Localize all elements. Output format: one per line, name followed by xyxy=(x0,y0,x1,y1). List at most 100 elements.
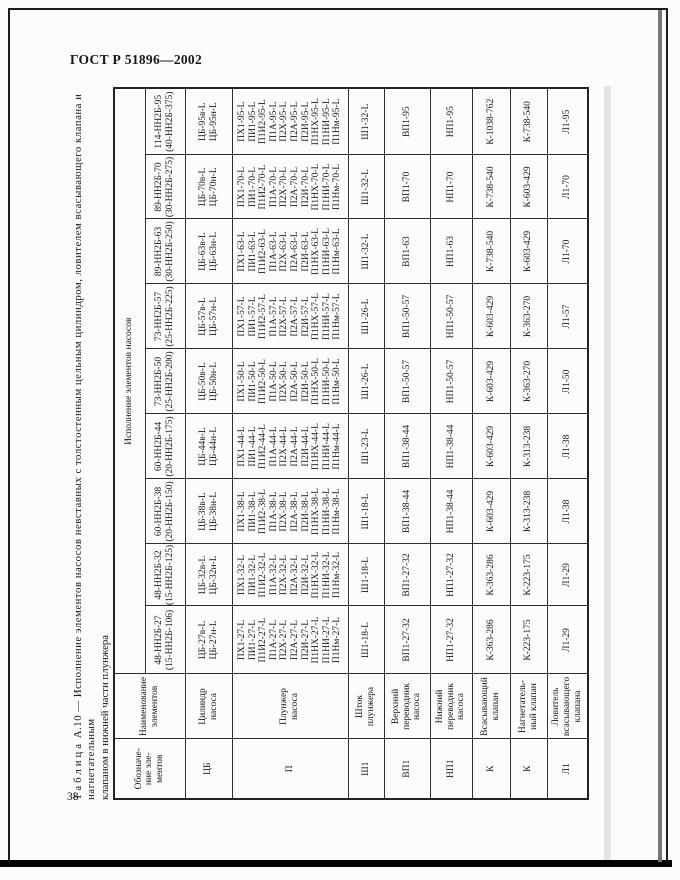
value-cell: НП1-95 xyxy=(430,87,472,155)
value-cell: ПХ1-44-L ПИ1-44-L П1И2-44-L П1А-44-L П2Х… xyxy=(232,414,348,479)
value-cell: К-603-429 xyxy=(510,219,547,284)
row-name: Шток плунжера xyxy=(348,674,384,739)
value-cell: ЦБ-70в-L ЦБ-70н-L xyxy=(185,155,232,219)
row-name: Нижний переводник насоса xyxy=(430,674,472,739)
value-cell: Л1-95 xyxy=(547,87,588,155)
value-cell: ПХ1-57-L ПИ1-57-L П1И2-57-L П1А-57-L П2Х… xyxy=(232,284,348,349)
table-row: П Плунжер насоса ПХ1-27-L ПИ1-27-L П1И2-… xyxy=(232,87,348,799)
table-row: Ш1 Шток плунжера Ш1-18-L Ш1-18-L Ш1-18-L… xyxy=(348,87,384,799)
row-name: Верхний переводник насоса xyxy=(384,674,430,739)
designation-column-header: Обозначе- ние эле- ментов xyxy=(114,739,185,799)
value-cell: ЦБ-32в-L ЦБ-32н-L xyxy=(185,544,232,606)
value-cell: ЦБ-44в-L ЦБ-44н-L xyxy=(185,414,232,479)
value-cell: К-603-429 xyxy=(472,284,510,349)
row-name: Цилиндр насоса xyxy=(185,674,232,739)
model-header: 89-НН2Б-70 (30-НН2Б-275) xyxy=(145,155,185,219)
model-header: 48-НН2Б-27 (15-НН2Б-106) xyxy=(145,606,185,674)
row-name: Плунжер насоса xyxy=(232,674,348,739)
table-row: НП1 Нижний переводник насоса НП1-27-32 Н… xyxy=(430,87,472,799)
name-column-header: Наименование элементов xyxy=(114,674,185,739)
value-cell: ВП1-27-32 xyxy=(384,606,430,674)
value-cell: НП1-50-57 xyxy=(430,284,472,349)
row-name: Ловитель всасывающего клапана xyxy=(547,674,588,739)
value-cell: ЦБ-38в-L ЦБ-38н-L xyxy=(185,479,232,544)
value-cell: ВП1-50-57 xyxy=(384,284,430,349)
value-cell: К-363-270 xyxy=(510,284,547,349)
value-cell: ЦБ-95в-L ЦБ-95н-L xyxy=(185,87,232,155)
value-cell: НП1-27-32 xyxy=(430,544,472,606)
value-cell: Л1-57 xyxy=(547,284,588,349)
value-cell: ПХ1-38-L ПИ1-38-L П1И2-38-L П1А-38-L П2Х… xyxy=(232,479,348,544)
value-cell: К-738-540 xyxy=(472,219,510,284)
value-cell: ПХ1-70-L ПИ1-70-L П1И2-70-L П1А-70-L П2Х… xyxy=(232,155,348,219)
value-cell: ПХ1-27-L ПИ1-27-L П1И2-27-L П1А-27-L П2Х… xyxy=(232,606,348,674)
model-header: 60-НН2Б-44 (20-НН2Б-175) xyxy=(145,414,185,479)
value-cell: К-363-270 xyxy=(510,349,547,414)
value-cell: ВП1-63 xyxy=(384,219,430,284)
value-cell: ЦБ-63в-L ЦБ-63н-L xyxy=(185,219,232,284)
page-frame-right-edge xyxy=(658,10,662,862)
value-cell: К-313-238 xyxy=(510,479,547,544)
value-cell: К-738-540 xyxy=(472,155,510,219)
value-cell: Л1-70 xyxy=(547,155,588,219)
model-header: 48-НН2Б-32 (15-НН2Б-125) xyxy=(145,544,185,606)
row-code: П xyxy=(232,739,348,799)
value-cell: ЦБ-50в-L ЦБ-50н-L xyxy=(185,349,232,414)
value-cell: ВП1-38-44 xyxy=(384,414,430,479)
rotated-table-block: Таблица А.10 — Исполнение элементов насо… xyxy=(72,86,589,800)
value-cell: Ш1-26-L xyxy=(348,349,384,414)
model-header: 60-НН2Б-38 (20-НН2Б-150) xyxy=(145,479,185,544)
value-cell: К-1038-762 xyxy=(472,87,510,155)
value-cell: Ш1-18-L xyxy=(348,479,384,544)
value-cell: ВП1-38-44 xyxy=(384,479,430,544)
table-row: ЦБ Цилиндр насоса ЦБ-27в-L ЦБ-27н-L ЦБ-3… xyxy=(185,87,232,799)
value-cell: Л1-70 xyxy=(547,219,588,284)
table-row: К Всасывающий клапан К-363-286 К-363-286… xyxy=(472,87,510,799)
value-cell: ВП1-27-32 xyxy=(384,544,430,606)
value-cell: К-363-286 xyxy=(472,606,510,674)
table-title-word: Таблица xyxy=(72,740,84,800)
value-cell: ВП1-50-57 xyxy=(384,349,430,414)
value-cell: НП1-27-32 xyxy=(430,606,472,674)
value-cell: Л1-29 xyxy=(547,606,588,674)
table-title: Таблица А.10 — Исполнение элементов насо… xyxy=(72,88,98,800)
value-cell: НП1-38-44 xyxy=(430,414,472,479)
value-cell: К-738-540 xyxy=(510,87,547,155)
model-header: 89-НН2Б-63 (30-НН2Б-250) xyxy=(145,219,185,284)
value-cell: ЦБ-57в-L ЦБ-57н-L xyxy=(185,284,232,349)
table-title-line2: клапаном в нижней части плунжера xyxy=(99,634,111,800)
value-cell: К-603-429 xyxy=(472,414,510,479)
row-name: Всасывающий клапан xyxy=(472,674,510,739)
scan-artifact-streak xyxy=(604,86,611,860)
row-code: ЦБ xyxy=(185,739,232,799)
execution-spanning-header: Исполнение элементов насосов xyxy=(114,87,145,674)
value-cell: ПХ1-63-L ПИ1-63-L П1И2-63-L П1А-63-L П2Х… xyxy=(232,219,348,284)
value-cell: Ш1-32-L xyxy=(348,219,384,284)
value-cell: Л1-38 xyxy=(547,414,588,479)
value-cell: К-223-175 xyxy=(510,606,547,674)
value-cell: К-313-238 xyxy=(510,414,547,479)
value-cell: НП1-38-44 xyxy=(430,479,472,544)
value-cell: ПХ1-95-L ПИ1-95-L П1И2-95-L П1А-95-L П2Х… xyxy=(232,87,348,155)
page-number: 38 xyxy=(67,791,79,803)
value-cell: НП1-50-57 xyxy=(430,349,472,414)
value-cell: Л1-38 xyxy=(547,479,588,544)
row-code: ВП1 xyxy=(384,739,430,799)
table-row: К Нагнетатель- ный клапан К-223-175 К-22… xyxy=(510,87,547,799)
value-cell: ВП1-95 xyxy=(384,87,430,155)
value-cell: Ш1-18-L xyxy=(348,544,384,606)
value-cell: Ш1-32-L xyxy=(348,87,384,155)
model-header: 73-НН2Б-50 (25-НН2Б-200) xyxy=(145,349,185,414)
value-cell: К-363-286 xyxy=(472,544,510,606)
value-cell: ПХ1-50-L ПИ1-50-L П1И2-50-L П1А-50-L П2Х… xyxy=(232,349,348,414)
value-cell: Ш1-32-L xyxy=(348,155,384,219)
row-code: К xyxy=(472,739,510,799)
value-cell: К-603-429 xyxy=(472,349,510,414)
value-cell: ВП1-70 xyxy=(384,155,430,219)
pump-elements-table: Обозначе- ние эле- ментов Наименование э… xyxy=(113,86,589,800)
row-code: Л1 xyxy=(547,739,588,799)
table-row: Л1 Ловитель всасывающего клапана Л1-29 Л… xyxy=(547,87,588,799)
table-row: ВП1 Верхний переводник насоса ВП1-27-32 … xyxy=(384,87,430,799)
value-cell: Ш1-18-L xyxy=(348,606,384,674)
standard-number-header: ГОСТ Р 51896—2002 xyxy=(70,52,203,67)
